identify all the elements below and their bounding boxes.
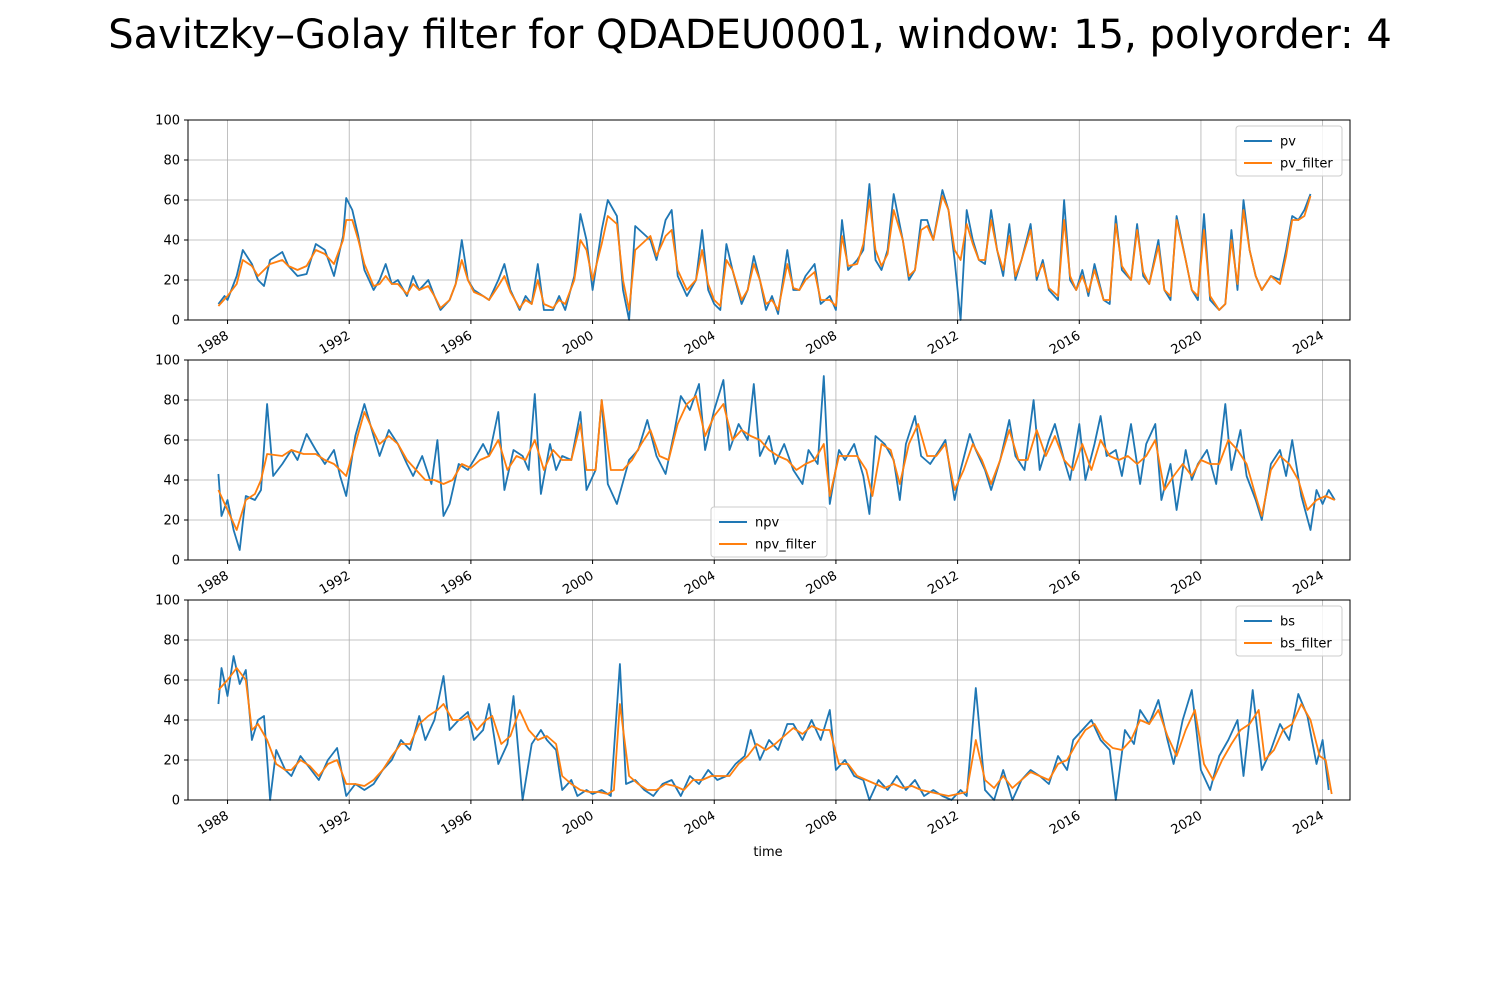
legend: bs bs_filter bbox=[1235, 605, 1343, 657]
y-tick-label: 20 bbox=[163, 274, 180, 289]
chart-title: Savitzky–Golay filter for QDADEU0001, wi… bbox=[108, 12, 1392, 58]
y-tick-label: 100 bbox=[155, 114, 180, 129]
x-tick-label: 2016 bbox=[1047, 808, 1083, 838]
y-tick-label: 60 bbox=[163, 194, 180, 209]
x-tick-label: 2004 bbox=[682, 328, 718, 358]
x-tick-label: 1992 bbox=[317, 808, 353, 838]
x-tick-label: 1996 bbox=[439, 568, 475, 598]
y-tick-label: 20 bbox=[163, 754, 180, 769]
y-tick-label: 80 bbox=[163, 154, 180, 169]
x-tick-label: 2008 bbox=[804, 808, 840, 838]
x-tick-label: 2004 bbox=[682, 568, 718, 598]
y-tick-label: 40 bbox=[163, 234, 180, 249]
legend-label-pv: pv bbox=[1280, 135, 1296, 150]
legend-label-bs: bs bbox=[1280, 615, 1295, 630]
y-tick-label: 40 bbox=[163, 474, 180, 489]
y-tick-label: 0 bbox=[172, 794, 180, 809]
x-tick-label: 2016 bbox=[1047, 568, 1083, 598]
legend-label-npv: npv bbox=[755, 516, 779, 531]
x-tick-label: 2008 bbox=[804, 568, 840, 598]
y-tick-label: 100 bbox=[155, 594, 180, 609]
x-tick-label: 1988 bbox=[195, 568, 231, 598]
x-tick-label: 2020 bbox=[1169, 328, 1205, 358]
legend: npv npv_filter bbox=[710, 506, 828, 558]
x-tick-label: 2020 bbox=[1169, 568, 1205, 598]
series-line-pv_filter bbox=[217, 195, 1312, 311]
y-tick-label: 60 bbox=[163, 674, 180, 689]
subplot-3: 0 20 40 60 80 100 1988 1992 1996 2000 2004 2008 2012… bbox=[155, 594, 1351, 838]
x-tick-label: 1988 bbox=[195, 808, 231, 838]
series-line-bs_filter bbox=[217, 667, 1333, 797]
x-tick-label: 2004 bbox=[682, 808, 718, 838]
y-tick-label: 60 bbox=[163, 434, 180, 449]
y-tick-label: 20 bbox=[163, 514, 180, 529]
x-tick-label: 1996 bbox=[439, 328, 475, 358]
y-tick-label: 0 bbox=[172, 554, 180, 569]
x-tick-label: 2000 bbox=[560, 328, 596, 358]
series-line-bs bbox=[217, 655, 1330, 801]
legend-label-pv_filter: pv_filter bbox=[1280, 157, 1333, 172]
y-tick-label: 100 bbox=[155, 354, 180, 369]
axes-frame bbox=[187, 119, 1351, 321]
subplot-2: 0 20 40 60 80 100 1988 1992 1996 2000 2004 2008 2012… bbox=[155, 354, 1351, 598]
legend-label-bs_filter: bs_filter bbox=[1280, 637, 1332, 652]
x-tick-label: 2024 bbox=[1290, 328, 1326, 358]
legend-label-npv_filter: npv_filter bbox=[755, 538, 817, 553]
x-tick-label: 1992 bbox=[317, 328, 353, 358]
x-tick-label: 2000 bbox=[560, 568, 596, 598]
x-tick-label: 2008 bbox=[804, 328, 840, 358]
axes-frame bbox=[187, 599, 1351, 801]
x-axis-label: time bbox=[753, 845, 782, 860]
y-tick-label: 0 bbox=[172, 314, 180, 329]
x-tick-label: 2012 bbox=[925, 808, 961, 838]
axes-frame bbox=[187, 359, 1351, 561]
subplot-1: 0 20 40 60 80 100 1988 1992 1996 2000 2004 2008 2012… bbox=[155, 114, 1351, 358]
x-tick-label: 2012 bbox=[925, 568, 961, 598]
y-tick-label: 80 bbox=[163, 394, 180, 409]
series-line-npv_filter bbox=[217, 395, 1336, 531]
x-tick-label: 1988 bbox=[195, 328, 231, 358]
x-tick-label: 2024 bbox=[1290, 808, 1326, 838]
x-tick-label: 2020 bbox=[1169, 808, 1205, 838]
y-tick-label: 80 bbox=[163, 634, 180, 649]
x-tick-label: 2000 bbox=[560, 808, 596, 838]
x-tick-label: 1992 bbox=[317, 568, 353, 598]
legend: pv pv_filter bbox=[1235, 125, 1343, 177]
x-tick-label: 2024 bbox=[1290, 568, 1326, 598]
x-tick-label: 2012 bbox=[925, 328, 961, 358]
x-tick-label: 1996 bbox=[439, 808, 475, 838]
x-tick-label: 2016 bbox=[1047, 328, 1083, 358]
y-tick-label: 40 bbox=[163, 714, 180, 729]
